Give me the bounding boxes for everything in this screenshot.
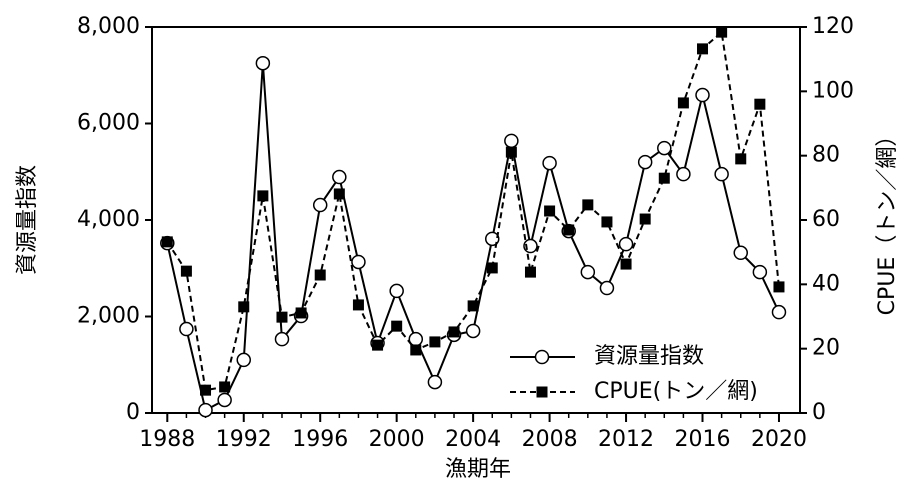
point [601,216,613,228]
point [486,262,498,274]
point [658,172,670,184]
point [351,254,366,270]
legend-marker [534,349,550,365]
y2-tick-label: 100 [812,78,854,103]
x-axis-label: 漁期年 [445,457,511,482]
point [657,140,672,156]
x-tick-label: 2012 [598,427,654,452]
y-tick-label: 2,000 [77,304,140,329]
y2-tick-label: 20 [812,336,840,361]
point [618,236,634,252]
point [676,166,691,182]
x-tick-label: 2004 [445,427,501,452]
point [697,43,709,55]
point [391,320,403,332]
x-tick-label: 1996 [292,427,348,452]
point [448,326,460,338]
y2-tick-label: 80 [812,143,840,168]
point [161,236,173,248]
point [773,281,785,293]
point [179,321,194,337]
point [771,304,787,320]
point [257,190,269,202]
point [467,300,479,312]
point [217,392,232,408]
point [333,188,345,200]
point [714,166,729,182]
point [200,384,212,396]
y-tick-label: 0 [126,400,140,425]
point [524,266,536,278]
point [372,339,384,351]
point [754,98,766,110]
point [274,331,290,347]
x-tick-label: 2008 [522,427,578,452]
x-tick-label: 2016 [675,427,731,452]
point [314,269,326,281]
legend-label: 資源量指数 [594,344,704,369]
legend-label: CPUE(トン／網) [594,379,758,404]
y2-tick-label: 40 [812,271,840,296]
point [505,146,517,158]
point [312,197,328,213]
point [410,344,422,356]
point [637,154,653,170]
point [389,283,404,299]
y-axis-label: 資源量指数 [15,165,40,275]
x-tick-label: 1992 [216,427,272,452]
point [639,213,651,225]
y2-axis-label: CPUE（トン／網） [875,125,900,316]
point [599,280,615,296]
point [236,352,252,368]
point [180,265,192,277]
y2-tick-label: 120 [812,14,854,39]
point [427,374,443,390]
point [255,55,271,71]
point [295,307,307,319]
y-tick-label: 6,000 [77,111,140,136]
y2-tick-label: 0 [812,400,826,425]
point [544,205,556,217]
y-tick-label: 4,000 [77,207,140,232]
point [352,299,364,311]
point [733,245,748,261]
x-tick-label: 2020 [751,427,807,452]
x-tick-label: 2000 [369,427,425,452]
point [332,169,347,185]
point [735,153,747,165]
point [276,311,288,323]
y2-tick-label: 60 [812,207,840,232]
x-tick-label: 1988 [139,427,195,452]
point [198,402,213,418]
point [429,336,441,348]
legend-marker [536,386,548,398]
point [677,97,689,109]
point [238,301,250,313]
series-line [166,30,780,392]
point [563,224,575,236]
point [504,133,519,149]
point [582,199,594,211]
point [752,264,768,280]
point [716,26,728,38]
point [695,87,710,103]
point [620,258,632,270]
point [580,264,596,280]
y-tick-label: 8,000 [77,14,140,39]
point [465,323,481,339]
point [219,381,231,393]
point [542,155,557,171]
point [484,231,500,247]
